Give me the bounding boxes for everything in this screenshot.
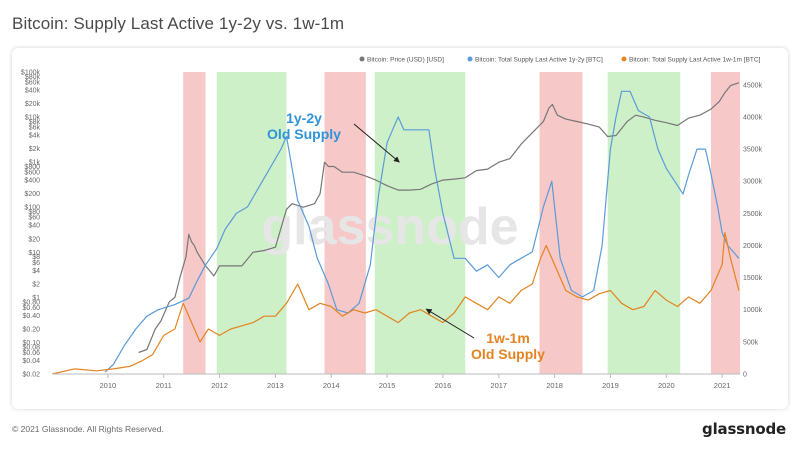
y-left-tick-label: $0.02 xyxy=(22,372,40,379)
x-tick-label: 2010 xyxy=(100,381,117,390)
y-right-tick-label: 3500k xyxy=(743,147,763,154)
y-left-tick-label: $6k xyxy=(29,125,41,132)
y-left-tick-label: $400 xyxy=(24,178,40,185)
y-right-tick-label: 1500k xyxy=(743,275,763,282)
annotation-label: Old Supply xyxy=(471,346,545,362)
brand-logo: glassnode xyxy=(702,420,786,438)
chart-bands xyxy=(183,72,740,374)
y-left-tick-label: $40k xyxy=(25,87,41,94)
y-left-tick-label: $20 xyxy=(28,236,40,243)
y-right-tick-label: 2500k xyxy=(743,211,763,218)
annotation-arrow xyxy=(353,123,400,163)
chart-axes: 2010 2011 2012 2013 2014 2015 2016 2017 2018 2019… xyxy=(21,70,763,391)
y-left-tick-label: $0.04 xyxy=(22,358,40,365)
annotation-label: 1y-2y xyxy=(286,110,322,126)
y-left-tick-label: $1 xyxy=(32,295,40,302)
legend-label: Bitcoin: Total Supply Last Active 1y-2y … xyxy=(475,57,603,64)
x-tick-label: 2016 xyxy=(435,381,452,390)
watermark: glassnode xyxy=(261,198,518,256)
y-left-tick-label: $10 xyxy=(28,250,40,257)
y-left-tick-label: $0.06 xyxy=(22,350,40,357)
x-tick-label: 2019 xyxy=(602,381,619,390)
y-left-tick-label: $200 xyxy=(24,191,40,198)
legend-marker xyxy=(621,56,627,62)
cycle-band xyxy=(539,72,583,374)
cycle-band xyxy=(710,72,740,374)
y-left-tick-label: $20k xyxy=(25,101,41,108)
y-right-tick-label: 4000k xyxy=(743,114,763,121)
y-left-tick-label: $10k xyxy=(25,115,41,122)
y-left-tick-label: $6 xyxy=(32,260,40,267)
cycle-band xyxy=(324,72,366,374)
legend-label: Bitcoin: Total Supply Last Active 1w-1m … xyxy=(629,57,761,64)
copyright-footer: © 2021 Glassnode. All Rights Reserved. xyxy=(12,424,164,434)
x-tick-label: 2021 xyxy=(714,381,731,390)
annotation-arrow xyxy=(425,308,475,339)
y-left-tick-label: $60 xyxy=(28,215,40,222)
y-left-tick-label: $0.08 xyxy=(22,344,40,351)
legend-marker xyxy=(467,56,473,62)
chart: glassnode 2010 2011 2012 2013 2014 2015 2016 20… xyxy=(21,56,763,391)
annotation-label: Old Supply xyxy=(267,126,341,142)
y-left-tick-label: $8k xyxy=(29,119,41,126)
y-right-tick-label: 4500k xyxy=(743,82,763,89)
y-left-tick-label: $100k xyxy=(21,70,41,77)
chart-legend: Bitcoin: Price (USD) [USD] Bitcoin: Total… xyxy=(359,56,761,64)
y-left-tick-label: $40 xyxy=(28,223,40,230)
y-left-tick-label: $0.60 xyxy=(22,305,40,312)
y-left-tick-label: $0.40 xyxy=(22,313,40,320)
y-left-tick-label: $2 xyxy=(32,281,40,288)
x-tick-label: 2012 xyxy=(211,381,228,390)
x-tick-label: 2015 xyxy=(379,381,396,390)
y-left-tick-label: $0.80 xyxy=(22,299,40,306)
x-tick-label: 2013 xyxy=(267,381,284,390)
series-line xyxy=(104,90,740,373)
chart-panel: glassnode 2010 2011 2012 2013 2014 2015 2016 20… xyxy=(12,48,788,409)
series-line xyxy=(51,232,740,375)
y-left-tick-label: $600 xyxy=(24,170,40,177)
x-tick-label: 2020 xyxy=(658,381,675,390)
y-left-tick-label: $80 xyxy=(28,209,40,216)
y-left-tick-label: $0.10 xyxy=(22,340,40,347)
y-right-tick-label: 500k xyxy=(743,339,759,346)
y-left-tick-label: $2k xyxy=(29,146,41,153)
y-right-tick-label: 3000k xyxy=(743,179,763,186)
x-tick-label: 2014 xyxy=(323,381,340,390)
y-left-tick-label: $80k xyxy=(25,74,41,81)
y-right-tick-label: 2000k xyxy=(743,243,763,250)
y-right-tick-label: 0 xyxy=(743,372,747,379)
y-left-tick-label: $800 xyxy=(24,164,40,171)
cycle-band xyxy=(607,72,681,374)
x-tick-label: 2011 xyxy=(156,381,172,390)
y-right-tick-label: 1000k xyxy=(743,307,763,314)
y-left-tick-label: $4 xyxy=(32,268,40,275)
y-left-tick-label: $4k xyxy=(29,133,41,140)
chart-series xyxy=(51,82,740,375)
cycle-band xyxy=(216,72,287,374)
y-left-tick-label: $100 xyxy=(24,205,40,212)
y-left-tick-label: $0.20 xyxy=(22,326,40,333)
y-left-tick-label: $1k xyxy=(29,160,41,167)
x-tick-label: 2018 xyxy=(546,381,563,390)
series-line xyxy=(138,82,740,354)
y-left-tick-label: $8 xyxy=(32,254,40,261)
legend-label: Bitcoin: Price (USD) [USD] xyxy=(367,57,444,64)
page-title: Bitcoin: Supply Last Active 1y-2y vs. 1w… xyxy=(12,14,345,33)
y-left-tick-label: $60k xyxy=(25,80,41,87)
annotation-label: 1w-1m xyxy=(486,330,530,346)
x-tick-label: 2017 xyxy=(490,381,507,390)
legend-marker xyxy=(359,56,365,62)
